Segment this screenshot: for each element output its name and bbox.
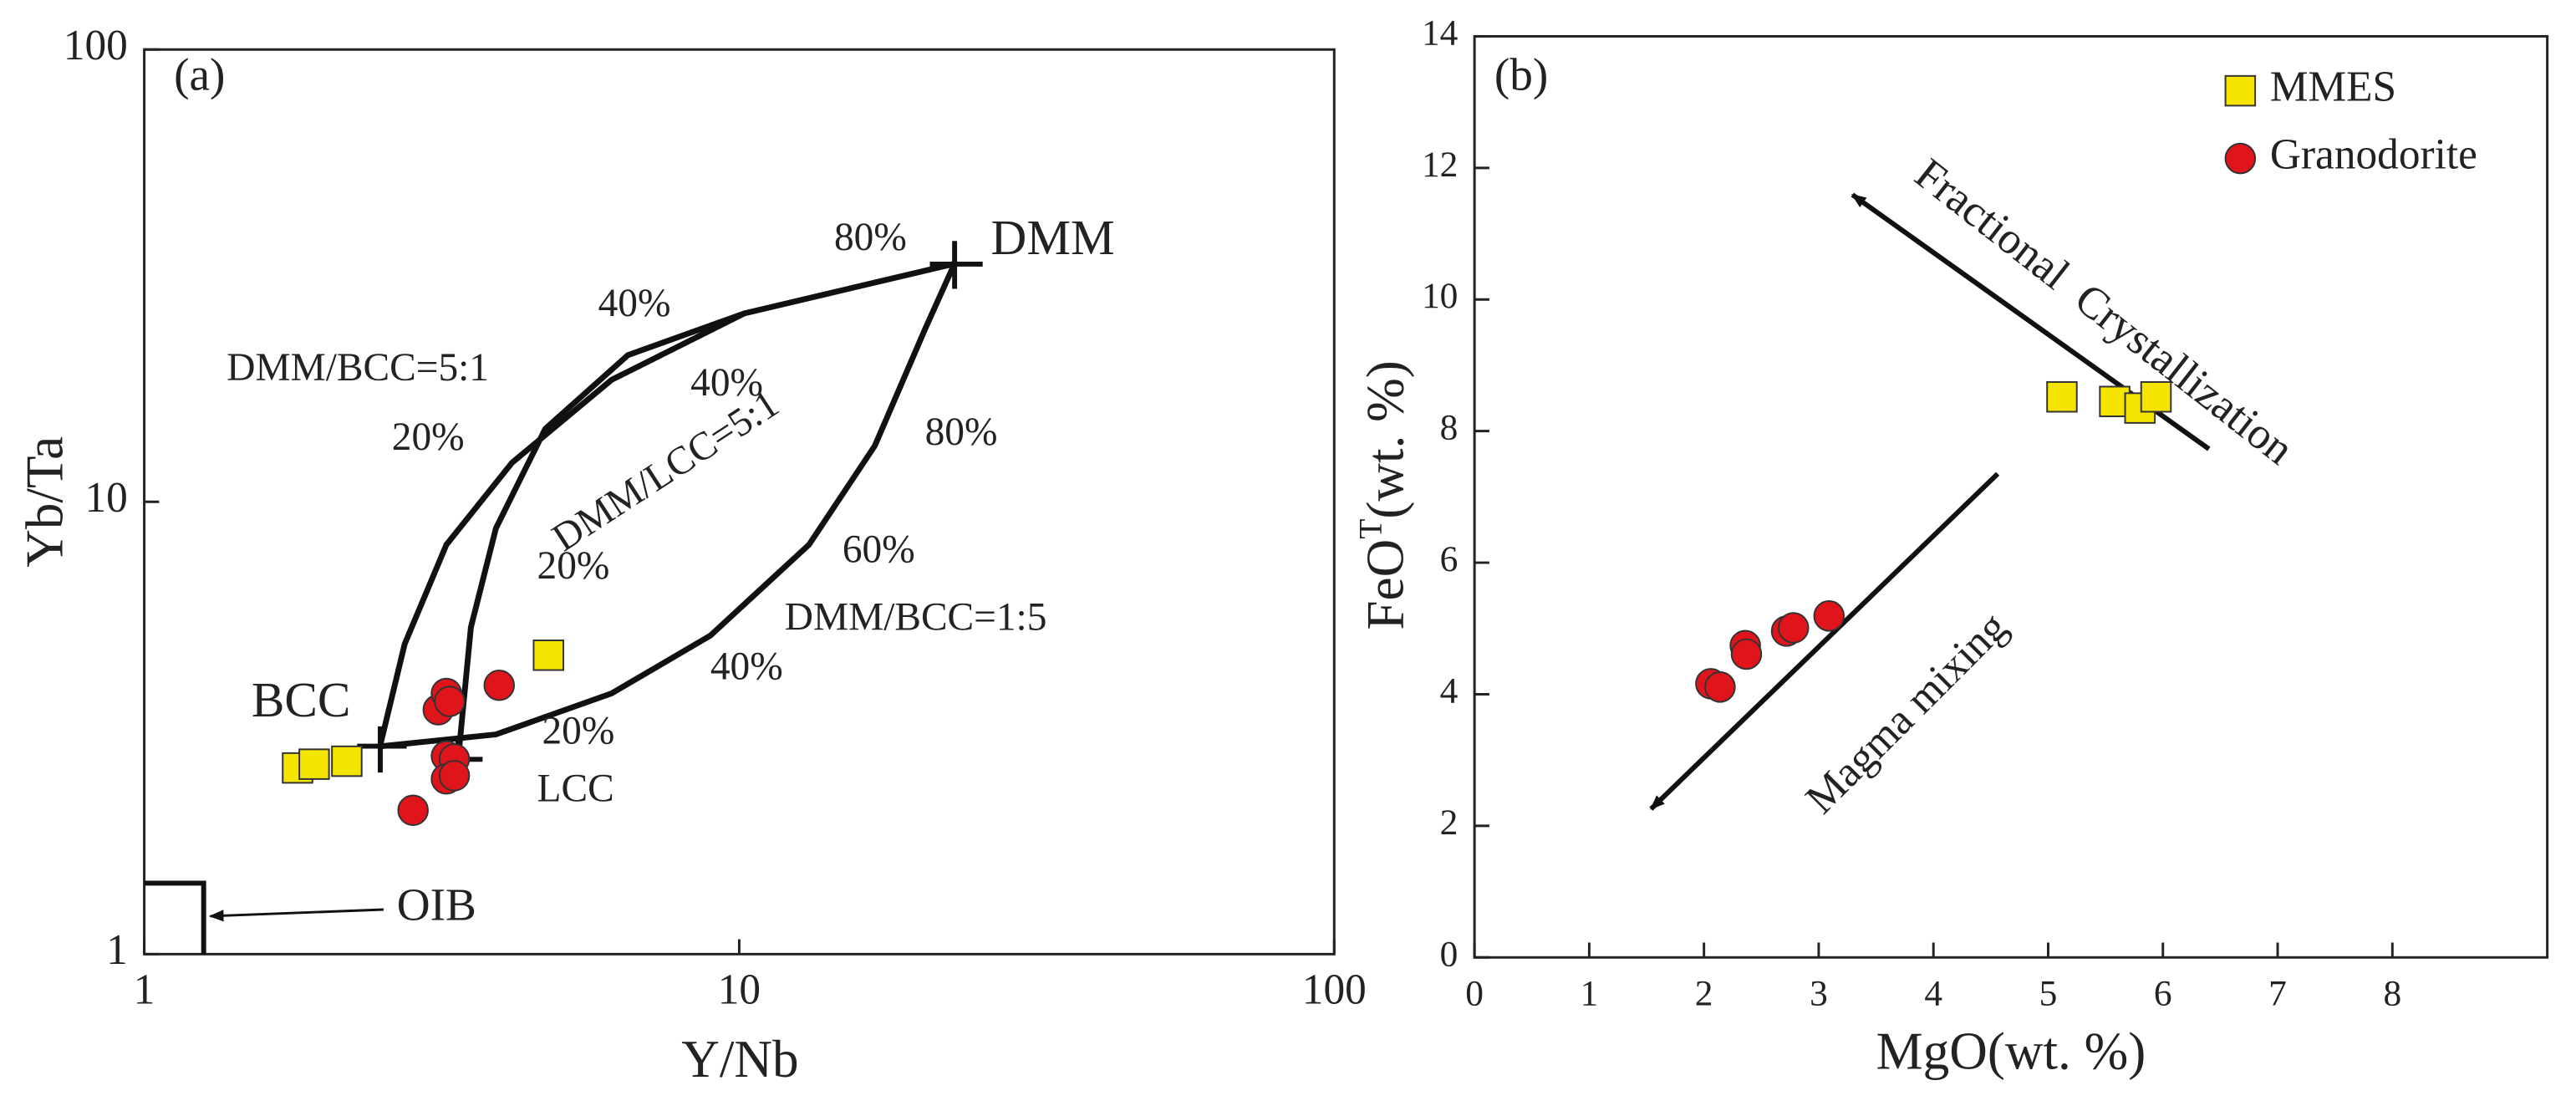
annotation: 40% <box>598 282 671 325</box>
granodorite-point <box>434 686 466 717</box>
annotation: BCC <box>252 672 351 727</box>
y-axis-label-rest: (wt. %) <box>1356 360 1414 518</box>
annotation: 80% <box>925 410 998 454</box>
y-axis-label-base: FeO <box>1356 539 1414 630</box>
annotation: DMM <box>991 210 1115 265</box>
annotation: 40% <box>710 645 783 689</box>
annotation: 80% <box>834 216 907 259</box>
y-tick-label: 1 <box>106 926 128 974</box>
annotation: (a) <box>174 48 225 99</box>
mmes-point <box>331 745 363 777</box>
mmes-point <box>532 640 564 671</box>
annotation: OIB <box>397 879 476 930</box>
legend-marker <box>2224 142 2257 175</box>
granodorite-point <box>1730 638 1763 670</box>
annotation: LCC <box>537 767 614 811</box>
legend-marker <box>2224 74 2257 107</box>
oib-field <box>144 880 206 955</box>
x-tick-label: 10 <box>718 966 761 1014</box>
legend-label: MMES <box>2270 63 2396 110</box>
annotation: DMM/BCC=5:1 <box>227 346 489 390</box>
x-tick-label: 4 <box>1924 974 1942 1014</box>
x-tick-label: 7 <box>2268 974 2287 1014</box>
annotation: 20% <box>392 415 465 459</box>
mixing-curve <box>455 310 746 760</box>
plot-frame <box>1473 34 2549 959</box>
x-tick-label: 1 <box>1581 974 1599 1014</box>
annotation: 20% <box>537 544 610 588</box>
y-tick-label: 14 <box>1422 13 1459 53</box>
x-axis-label: MgO(wt. %) <box>1876 1022 2146 1080</box>
y-axis-label-sup: T <box>1352 519 1389 539</box>
x-tick-label: 6 <box>2154 974 2172 1014</box>
y-tick-label: 10 <box>85 474 128 522</box>
annotation: DMM/BCC=1:5 <box>785 595 1047 639</box>
granodorite-point <box>1813 600 1845 632</box>
y-tick-label: 12 <box>1422 145 1458 185</box>
y-tick-label: 4 <box>1440 670 1459 711</box>
y-tick-label: 0 <box>1440 934 1459 974</box>
annotation: 60% <box>843 528 915 571</box>
annotation: Fractional Crystallization <box>1906 148 2303 474</box>
mmes-point <box>298 748 330 780</box>
granodorite-point <box>438 760 471 792</box>
plot-frame <box>143 48 1336 956</box>
granodorite-point <box>397 794 429 827</box>
mixing-arrow <box>1649 471 2000 811</box>
mmes-point <box>2046 380 2078 413</box>
x-tick-label: 1 <box>134 966 155 1014</box>
x-tick-label: 5 <box>2039 974 2058 1014</box>
y-tick-label: 8 <box>1440 408 1459 448</box>
mixing-curve <box>377 261 955 747</box>
y-tick-label: 6 <box>1440 539 1459 579</box>
y-tick-label: 10 <box>1422 276 1458 316</box>
annotation: 40% <box>690 361 763 405</box>
x-tick-label: 8 <box>2383 974 2401 1014</box>
x-tick-label: 2 <box>1695 974 1713 1014</box>
x-axis-label: Y/Nb <box>681 1030 798 1088</box>
x-tick-label: 0 <box>1465 974 1484 1014</box>
y-tick-label: 2 <box>1440 803 1459 843</box>
x-tick-label: 100 <box>1302 966 1367 1014</box>
y-tick-label: 100 <box>64 22 128 69</box>
granodorite-point <box>1704 671 1736 703</box>
granodorite-point <box>483 669 516 701</box>
granodorite-point <box>1777 612 1810 644</box>
y-axis-label: FeOT(wt. %) <box>1352 360 1414 629</box>
x-tick-label: 3 <box>1810 974 1828 1014</box>
mmes-point <box>2140 380 2172 413</box>
oib-arrow <box>208 908 384 922</box>
mixing-curve <box>379 262 958 750</box>
legend-label: Granodorite <box>2270 130 2477 178</box>
annotation: (b) <box>1494 48 1548 99</box>
annotation: 20% <box>542 710 614 753</box>
y-axis-label: Yb/Ta <box>16 436 74 568</box>
